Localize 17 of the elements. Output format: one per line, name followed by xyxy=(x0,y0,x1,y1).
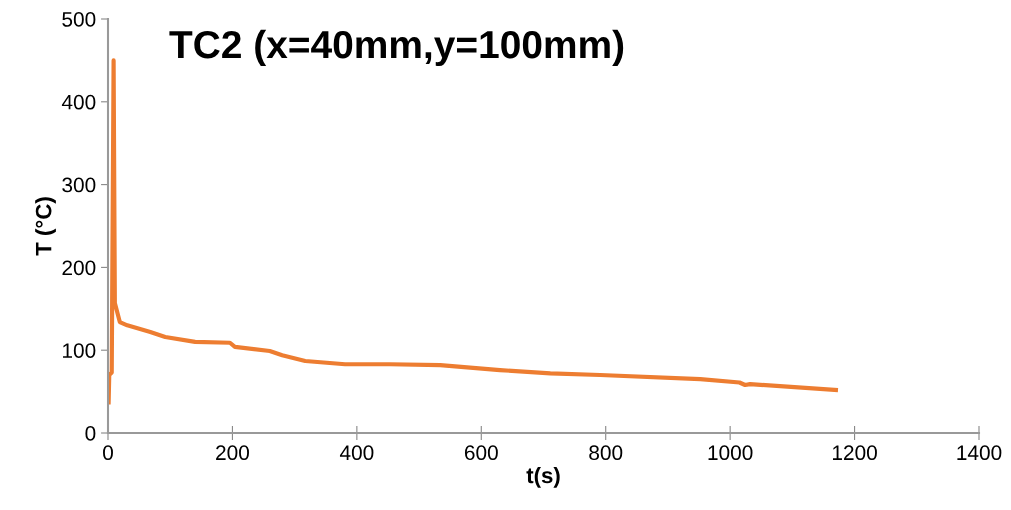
y-tick-label: 400 xyxy=(61,94,96,110)
x-axis-title: t(s) xyxy=(526,467,560,488)
x-tick-label: 600 xyxy=(464,445,498,461)
chart-title: TC2 (x=40mm,y=100mm) xyxy=(169,29,624,67)
x-tick-label: 1400 xyxy=(957,445,1002,461)
x-tick-label: 0 xyxy=(103,445,113,461)
x-tick-label: 1000 xyxy=(708,445,753,461)
x-tick-label: 400 xyxy=(339,445,374,461)
y-axis-title: T (°C) xyxy=(35,197,56,256)
y-tick-label: 500 xyxy=(62,12,96,27)
x-tick-label: 200 xyxy=(216,445,249,461)
y-tick-label: 200 xyxy=(62,260,96,276)
x-tick-label: 800 xyxy=(589,445,623,461)
y-tick-label: 100 xyxy=(63,343,96,358)
y-tick-label: 0 xyxy=(85,426,96,441)
x-tick-label: 1200 xyxy=(832,445,877,461)
y-tick-label: 300 xyxy=(62,177,96,193)
